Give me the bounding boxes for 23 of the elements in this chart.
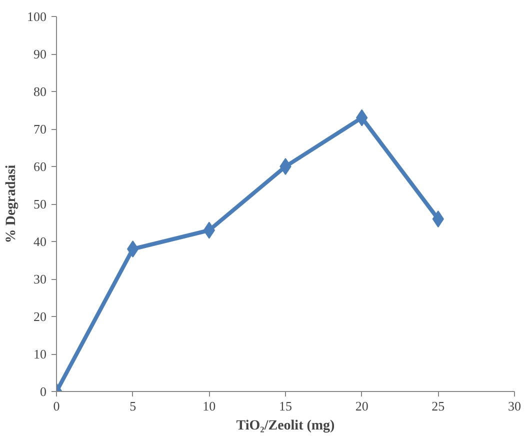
point	[280, 158, 292, 175]
x-tick-label: 0	[53, 398, 60, 414]
y-tick-label: 60	[34, 159, 46, 174]
y-tick-label: 10	[34, 346, 46, 362]
y-tick-label: 0	[40, 384, 46, 399]
point	[432, 210, 444, 228]
y-tick-label: 20	[34, 309, 46, 324]
x-tick-label: 10	[202, 398, 216, 414]
y-tick-label: 70	[34, 122, 46, 136]
y-tick-label: 50	[34, 196, 46, 212]
y-tick-label: 30	[34, 272, 46, 286]
point	[127, 240, 139, 258]
x-axis-title: TiO₂/Zeolit (mg)	[236, 418, 336, 434]
x-tick-label: 5	[130, 398, 136, 414]
y-axis-title: % Degradasi	[4, 164, 19, 244]
y-tick-label: 80	[34, 84, 46, 99]
x-tick-label: 20	[355, 398, 368, 414]
y-tick-label: 100	[27, 9, 46, 24]
x-tick-label: 15	[279, 398, 292, 414]
y-tick-label: 40	[34, 234, 46, 249]
x-tick-label: 25	[432, 398, 445, 414]
y-tick-label: 90	[34, 46, 46, 62]
x-tick-label: 30	[508, 398, 521, 414]
